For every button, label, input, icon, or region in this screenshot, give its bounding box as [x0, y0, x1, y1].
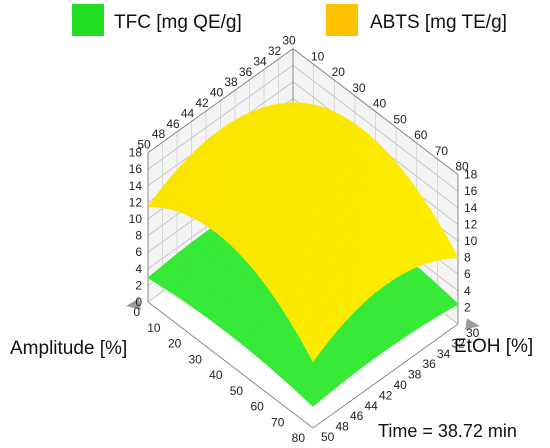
- tick-etoh-44: 44: [365, 399, 379, 413]
- tick-top-right-20: 20: [332, 65, 346, 79]
- legend-label-tfc: TFC [mg QE/g]: [114, 12, 242, 33]
- time-annotation: Time = 38.72 min: [378, 421, 517, 441]
- tick-z-right-12: 12: [464, 217, 478, 231]
- legend-swatch-tfc: [72, 4, 104, 36]
- tick-z-left-8: 8: [135, 229, 142, 243]
- tick-amplitude-10: 10: [147, 321, 161, 335]
- axis-tip-left: [126, 298, 141, 310]
- axis-title-amplitude: Amplitude [%]: [10, 338, 127, 359]
- tick-top-left-48: 48: [152, 127, 166, 141]
- surface-patch: [435, 235, 459, 259]
- tick-top-right-60: 60: [414, 128, 428, 142]
- frame-edge-6: [312, 323, 459, 429]
- tick-etoh-42: 42: [379, 388, 393, 402]
- tick-z-right-14: 14: [464, 201, 478, 215]
- tick-top-left-32: 32: [268, 44, 282, 58]
- tick-amplitude-60: 60: [250, 400, 264, 414]
- tick-top-left-34: 34: [253, 54, 267, 68]
- tick-z-left-2: 2: [135, 278, 142, 292]
- tick-etoh-36: 36: [423, 357, 437, 371]
- tick-z-right-10: 10: [464, 234, 478, 248]
- tick-etoh-30: 30: [466, 326, 480, 340]
- tick-top-right-40: 40: [373, 97, 387, 111]
- legend-swatch-abts: [326, 4, 358, 36]
- surface-patch: [435, 292, 459, 311]
- tick-top-left-30: 30: [282, 34, 296, 48]
- tick-top-right-70: 70: [435, 144, 449, 158]
- tick-z-left-4: 4: [135, 262, 142, 276]
- tick-etoh-50: 50: [321, 430, 335, 444]
- tick-etoh-34: 34: [437, 347, 451, 361]
- tick-top-left-42: 42: [195, 96, 209, 110]
- tick-etoh-48: 48: [336, 420, 350, 434]
- tick-z-left-16: 16: [129, 162, 143, 176]
- tick-z-left-14: 14: [129, 179, 143, 193]
- frame-edge-5: [147, 301, 314, 429]
- tick-z-left-0: 0: [135, 295, 142, 309]
- tick-top-right-10: 10: [311, 49, 325, 63]
- tick-top-left-46: 46: [166, 117, 180, 131]
- tick-top-right-80: 80: [455, 160, 469, 174]
- tick-amplitude-40: 40: [209, 368, 223, 382]
- tick-labels: 0102030405060708030323436384042444648505…: [129, 34, 480, 445]
- tick-top-left-38: 38: [224, 75, 238, 89]
- tick-amplitude-70: 70: [271, 415, 285, 429]
- tick-top-left-40: 40: [210, 86, 224, 100]
- tick-z-left-10: 10: [129, 212, 143, 226]
- tick-z-right-8: 8: [464, 251, 471, 265]
- surfaces: [147, 102, 459, 407]
- tick-z-right-18: 18: [464, 168, 478, 182]
- tick-amplitude-50: 50: [230, 384, 244, 398]
- tick-amplitude-30: 30: [189, 352, 203, 366]
- tick-etoh-32: 32: [452, 336, 466, 350]
- tick-z-right-2: 2: [464, 300, 471, 314]
- tick-z-left-18: 18: [129, 146, 143, 160]
- tick-top-right-30: 30: [352, 81, 366, 95]
- tick-top-left-36: 36: [239, 65, 253, 79]
- tick-z-left-12: 12: [129, 195, 143, 209]
- tick-z-right-16: 16: [464, 184, 478, 198]
- frame-edge-3: [147, 48, 294, 154]
- frame-edge-4: [292, 48, 459, 175]
- legend-label-abts: ABTS [mg TE/g]: [370, 12, 507, 33]
- axis-title-etoh: EtOH [%]: [454, 336, 533, 357]
- tick-z-right-4: 4: [464, 284, 471, 298]
- axis-frame: [126, 48, 480, 429]
- axis-tip-right: [465, 318, 480, 330]
- tick-z-right-6: 6: [464, 267, 471, 281]
- tick-amplitude-0: 0: [133, 305, 140, 319]
- tick-etoh-38: 38: [408, 368, 422, 382]
- tick-amplitude-80: 80: [292, 431, 306, 445]
- surface-abts: [147, 102, 459, 363]
- tick-top-left-50: 50: [137, 138, 151, 152]
- tick-etoh-40: 40: [394, 378, 408, 392]
- tick-etoh-46: 46: [350, 409, 364, 423]
- tick-top-right-50: 50: [393, 112, 407, 126]
- tick-amplitude-20: 20: [168, 337, 182, 351]
- tick-top-left-44: 44: [181, 106, 195, 120]
- tick-z-left-6: 6: [135, 245, 142, 259]
